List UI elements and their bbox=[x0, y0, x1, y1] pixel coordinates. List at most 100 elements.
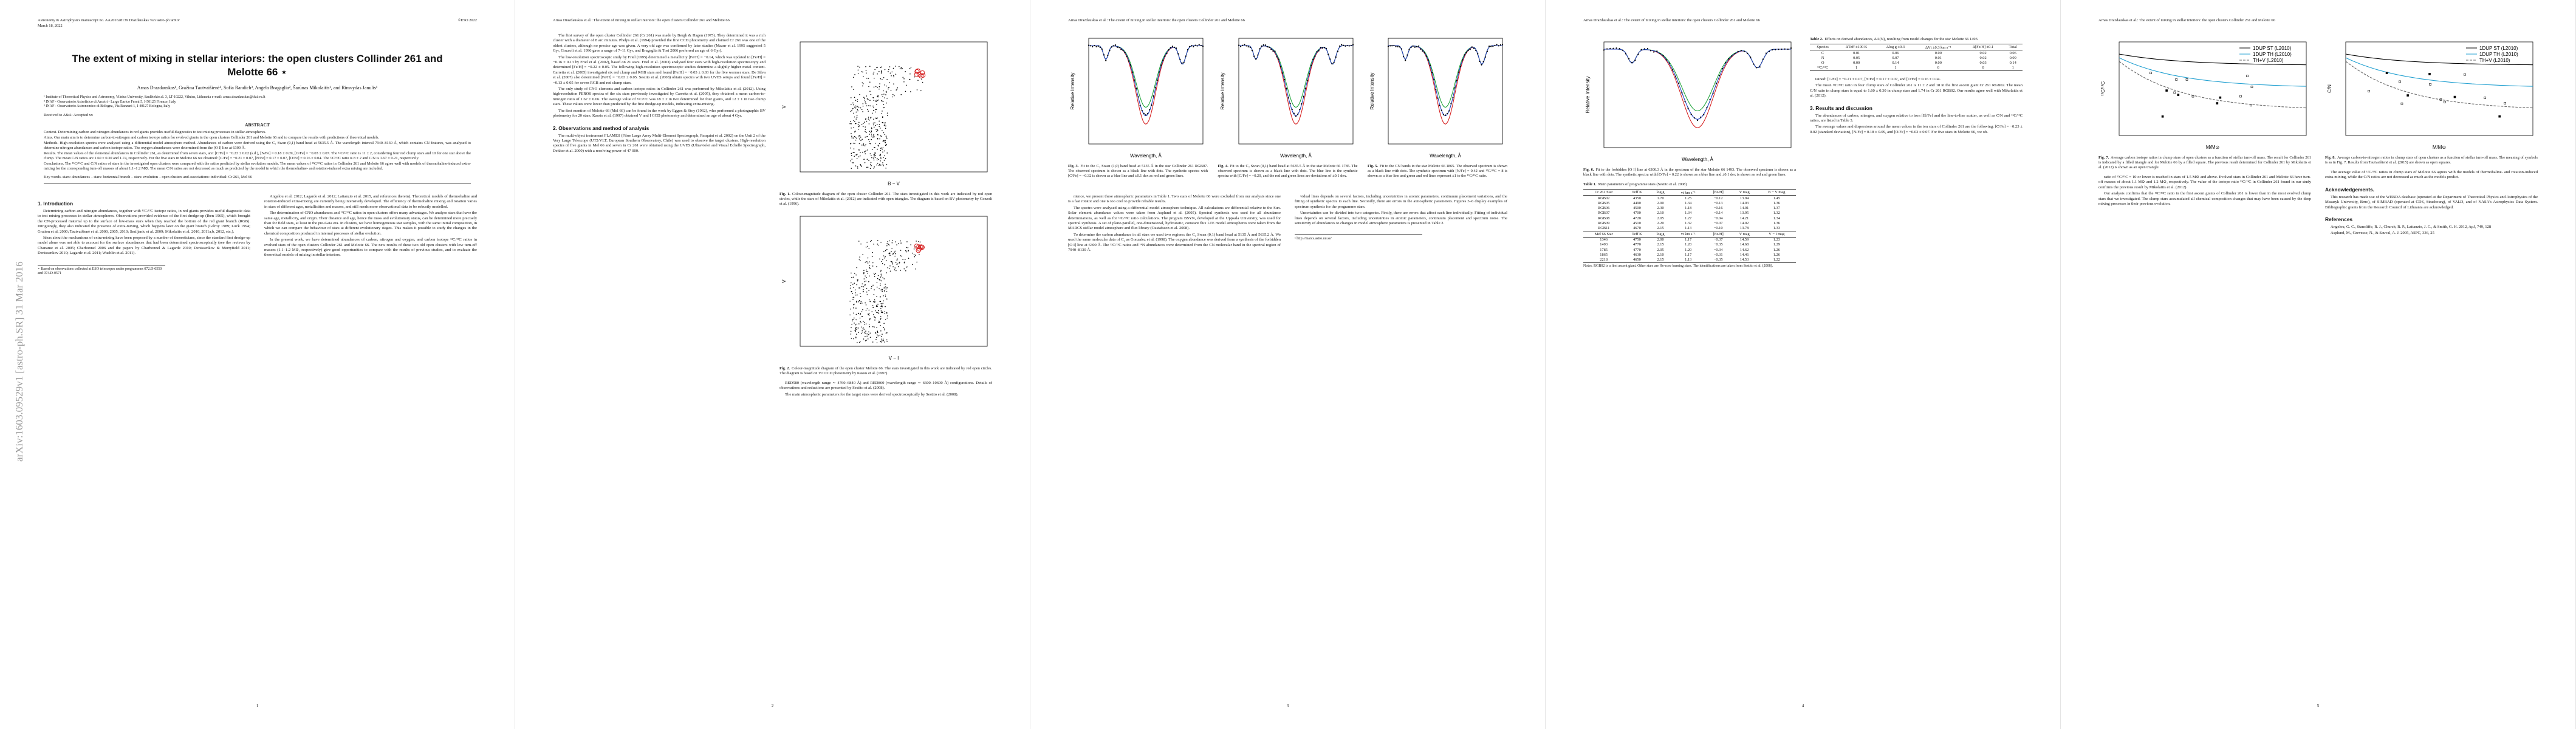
cmd-star bbox=[880, 341, 882, 343]
table-cell: 2218 bbox=[1583, 257, 1625, 263]
y-axis-label: Relative Intensity bbox=[1369, 73, 1375, 110]
cmd-star bbox=[899, 261, 900, 263]
target-star bbox=[916, 248, 921, 253]
columns: nience, we present these atmospheric par… bbox=[1068, 194, 1507, 254]
cmd-star bbox=[855, 294, 857, 296]
cmd-star bbox=[895, 74, 897, 75]
cmd-star bbox=[896, 259, 898, 261]
paragraph: The spectra were analysed using a differ… bbox=[1068, 205, 1281, 231]
cmd-star bbox=[883, 90, 884, 92]
observed-point bbox=[1198, 44, 1200, 46]
table-note: Notes. RGB02 is a first ascent giant. Ot… bbox=[1583, 264, 1773, 268]
observed-point bbox=[1270, 49, 1272, 50]
cmd-star bbox=[900, 67, 902, 69]
header-cell: [Fe/H] bbox=[1705, 230, 1732, 238]
observed-point bbox=[1266, 46, 1268, 48]
observed-point bbox=[1393, 44, 1395, 47]
cmd-star bbox=[869, 153, 871, 154]
cmd-star bbox=[883, 328, 885, 330]
observed-point bbox=[1333, 61, 1335, 64]
cmd-star bbox=[866, 261, 868, 262]
cmd-star bbox=[874, 69, 875, 70]
cmd-star bbox=[866, 136, 867, 137]
observed-point bbox=[1154, 87, 1156, 89]
observed-point bbox=[1439, 104, 1440, 106]
cmd-star bbox=[855, 123, 857, 125]
cmd-star bbox=[894, 95, 895, 97]
cmd-star bbox=[917, 80, 919, 81]
caption-text: Average carbon-to-nitrogen ratios in clu… bbox=[2325, 156, 2538, 165]
caption-text: Fit to the C₂ Swan (0,1) band head at 56… bbox=[1218, 164, 1358, 178]
cmd-star bbox=[855, 274, 857, 276]
cmd-star bbox=[871, 256, 873, 257]
cmd-star bbox=[888, 253, 890, 255]
table-cell: 2.30 bbox=[1657, 206, 1664, 211]
observed-point bbox=[1335, 56, 1337, 58]
observed-point bbox=[1145, 114, 1147, 116]
caption-text: Fit to the forbidden [O I] line at 6300.… bbox=[1583, 168, 1796, 177]
cmd-star bbox=[877, 96, 879, 98]
figure-label: Fig. 7. bbox=[2098, 156, 2109, 160]
cmd-star bbox=[877, 117, 878, 118]
target-star bbox=[914, 244, 919, 249]
cmd-star bbox=[866, 105, 868, 106]
cmd-star bbox=[913, 253, 915, 255]
cmd-star bbox=[851, 152, 852, 154]
observed-point bbox=[1681, 92, 1683, 94]
cmd-star bbox=[873, 126, 875, 128]
cmd-star bbox=[883, 107, 884, 109]
observed-point bbox=[1166, 52, 1168, 55]
date: March 18, 2022 bbox=[38, 24, 63, 28]
cmd-star bbox=[874, 154, 875, 156]
cmd-star bbox=[869, 143, 871, 145]
figure-caption: Fig. 3. Fit to the C₂ Swan (1,0) band hea… bbox=[1068, 164, 1208, 179]
cmd-star bbox=[851, 137, 853, 139]
observed-point bbox=[1684, 100, 1686, 102]
cmd-star bbox=[851, 123, 852, 125]
table-cell: 4720 bbox=[1632, 216, 1641, 221]
cmd-star bbox=[886, 332, 888, 334]
paragraph: The determination of CNO abundances and … bbox=[264, 211, 477, 236]
cmd-star bbox=[886, 317, 888, 319]
observed-point bbox=[1193, 46, 1194, 47]
table-cell: 1.36 bbox=[1773, 221, 1780, 225]
cmd-star bbox=[874, 136, 875, 138]
cmd-star bbox=[865, 131, 867, 133]
table-cell: 1346 bbox=[1600, 238, 1608, 242]
table-cell: 0.02 bbox=[1979, 55, 1987, 60]
table-cell: 2.10 bbox=[1657, 211, 1664, 216]
observed-point bbox=[1687, 108, 1689, 109]
observed-point bbox=[1103, 54, 1105, 56]
cmd-star bbox=[889, 66, 891, 67]
cmd-star bbox=[852, 162, 854, 163]
header-cell: B − V mag bbox=[1757, 188, 1796, 196]
cmd-star bbox=[877, 148, 878, 150]
cluster-point bbox=[2464, 73, 2466, 76]
cmd-star bbox=[851, 327, 852, 329]
observed-point bbox=[1671, 69, 1674, 71]
cmd-star bbox=[881, 100, 882, 101]
cmd-star bbox=[881, 135, 882, 137]
cmd-star bbox=[860, 296, 862, 297]
columns: Wavelength, Å Relative Intensity Fig. 6. Fi… bbox=[1583, 33, 2023, 274]
cmd-star bbox=[911, 252, 913, 254]
cmd-star bbox=[879, 70, 880, 72]
model-curve bbox=[2119, 57, 2307, 87]
table-cell: 14.46 bbox=[1739, 252, 1749, 257]
cmd-star bbox=[862, 331, 863, 333]
cmd-star bbox=[869, 275, 870, 277]
cmd-star bbox=[872, 341, 874, 343]
cmd-star bbox=[861, 124, 863, 125]
header-cell: Teff K bbox=[1624, 188, 1650, 196]
cmd-star bbox=[900, 94, 902, 95]
cmd-star bbox=[876, 266, 877, 267]
table-cell: −0.34 bbox=[1713, 247, 1723, 252]
observed-point bbox=[1116, 46, 1118, 48]
cmd-star bbox=[880, 276, 882, 278]
table-cell: ¹²C/¹³C bbox=[1810, 65, 1836, 71]
cmd-star bbox=[874, 109, 876, 111]
observed-point bbox=[1423, 52, 1425, 53]
table-row: RGB02 4350 1.70 1.25 −0.12 13.94 1.45 bbox=[1583, 196, 1796, 201]
cluster-point bbox=[2216, 102, 2219, 104]
